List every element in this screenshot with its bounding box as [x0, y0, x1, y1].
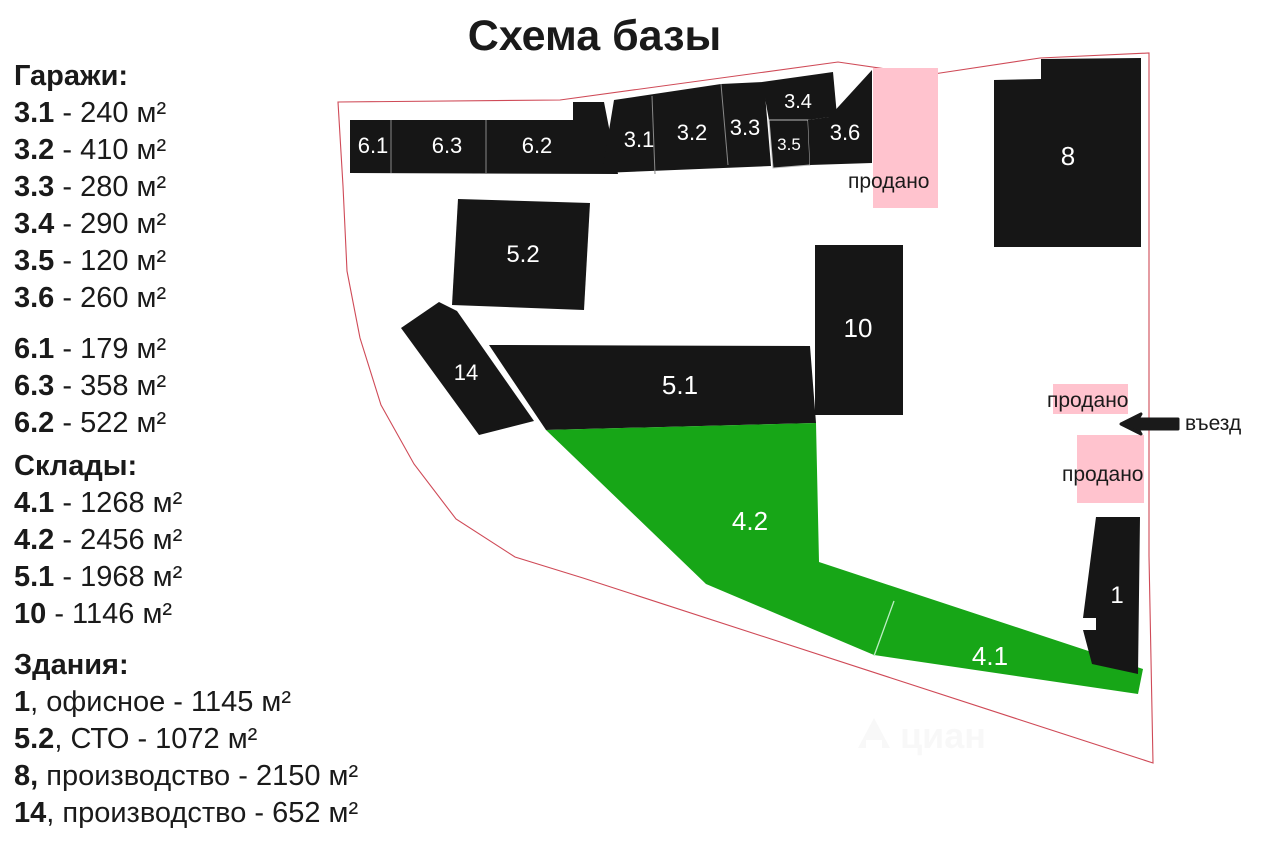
svg-text:3.6: 3.6 — [830, 120, 861, 145]
svg-text:циан: циан — [900, 715, 986, 756]
svg-text:10: 10 — [844, 313, 873, 343]
svg-text:въезд: въезд — [1185, 412, 1241, 435]
svg-text:продано: продано — [848, 170, 929, 193]
svg-text:3.5: 3.5 — [777, 135, 801, 154]
svg-text:продано: продано — [1062, 463, 1143, 486]
svg-text:3.1: 3.1 — [624, 127, 655, 152]
svg-text:6.2: 6.2 — [522, 133, 553, 158]
svg-text:3.4: 3.4 — [784, 91, 812, 113]
svg-text:продано: продано — [1047, 389, 1128, 412]
svg-text:3.2: 3.2 — [677, 120, 708, 145]
svg-text:1: 1 — [1110, 582, 1123, 609]
svg-text:3.3: 3.3 — [730, 115, 761, 140]
svg-text:6.3: 6.3 — [432, 133, 463, 158]
svg-text:4.1: 4.1 — [972, 641, 1008, 671]
svg-text:4.2: 4.2 — [732, 506, 768, 536]
svg-text:6.1: 6.1 — [358, 133, 389, 158]
svg-text:5.1: 5.1 — [662, 370, 698, 400]
svg-text:8: 8 — [1061, 141, 1075, 171]
svg-text:14: 14 — [454, 360, 478, 385]
svg-text:5.2: 5.2 — [506, 241, 539, 268]
